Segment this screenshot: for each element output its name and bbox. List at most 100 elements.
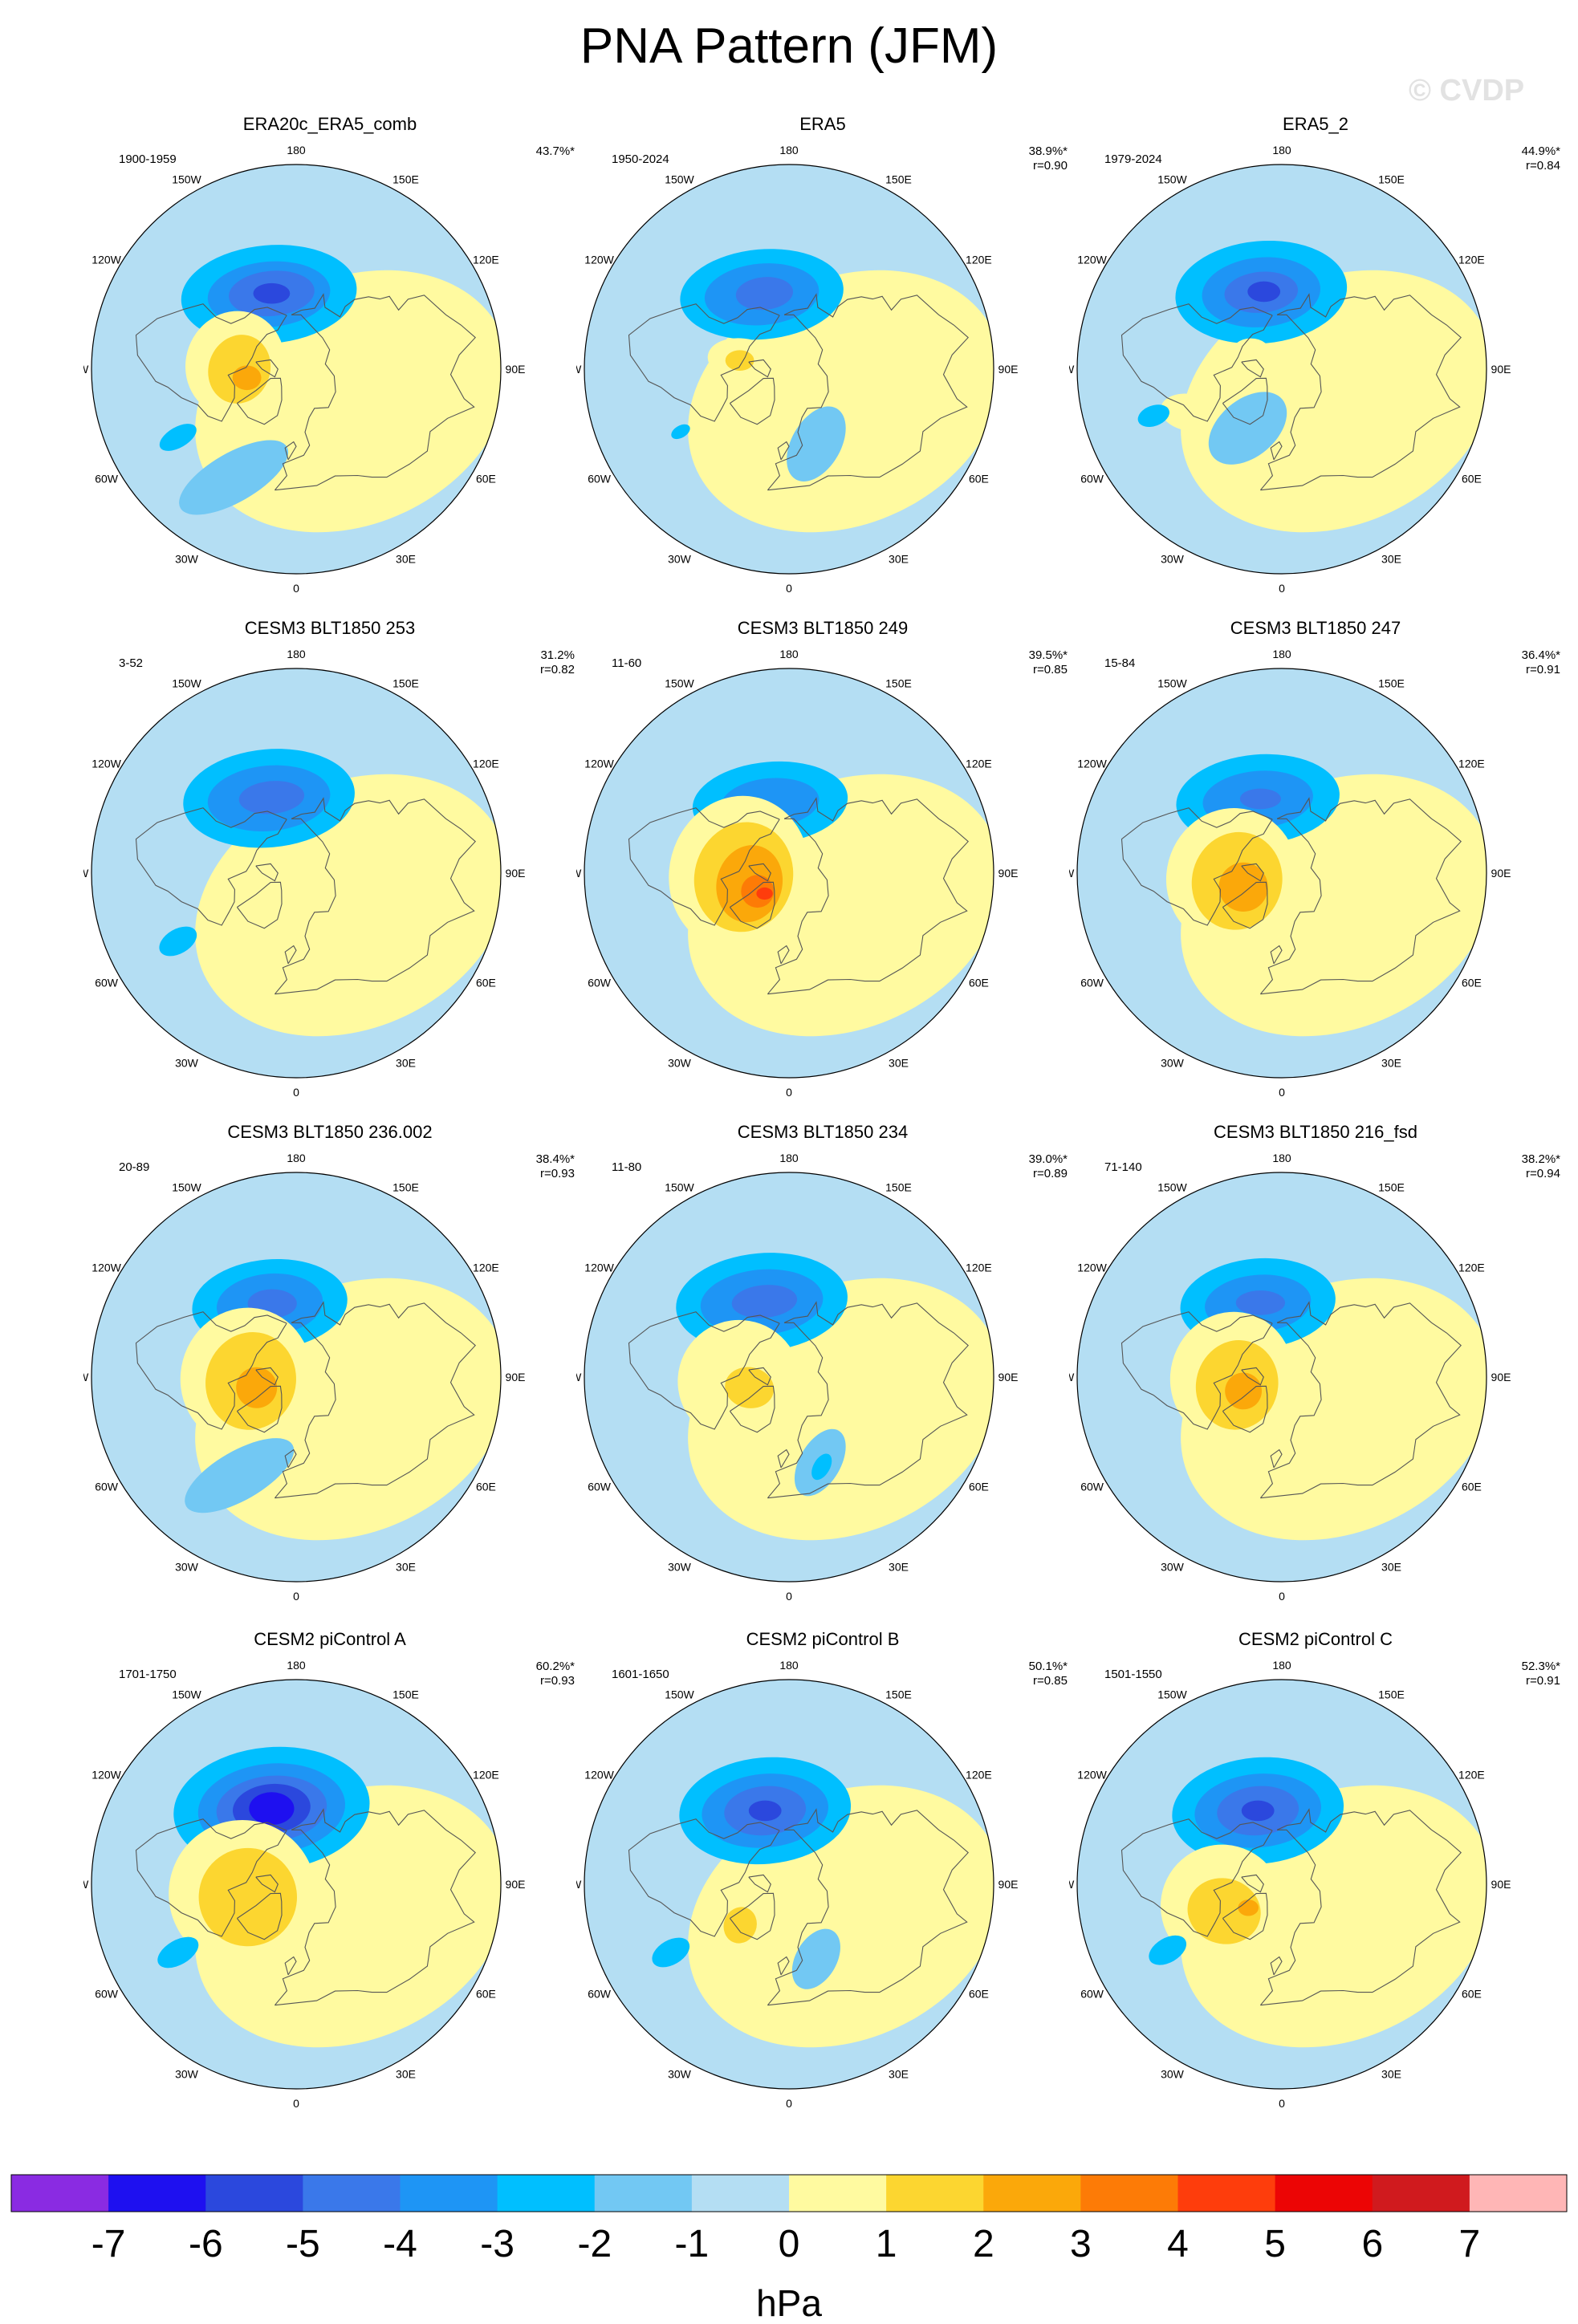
longitude-label: 90E: [1491, 363, 1511, 376]
coastline: [1270, 1956, 1283, 1976]
longitude-label: 60W: [95, 1988, 119, 2001]
map-panel: 180 150E 120E 90E 60E 30E 0 30W 60W 90W 120W 150W ER…: [1069, 114, 1562, 595]
negative-anomaly-contour: [249, 1792, 295, 1826]
positive-anomaly-contour: [232, 365, 262, 391]
coastline: [284, 1956, 297, 1976]
longitude-label: 180: [287, 1659, 306, 1672]
panel-years: 71-140: [1104, 1160, 1142, 1174]
longitude-label: 60E: [969, 977, 989, 989]
longitude-label: 150E: [885, 173, 912, 186]
longitude-label: 120E: [473, 1262, 499, 1274]
longitude-label: 90E: [998, 1878, 1019, 1891]
negative-anomaly-contour: [735, 277, 794, 311]
longitude-label: 120W: [1077, 1769, 1107, 1782]
longitude-label: 150W: [665, 677, 694, 690]
panel-title: CESM2 piControl B: [746, 1629, 900, 1649]
longitude-label: 60W: [1080, 1481, 1104, 1493]
polar-map: 180 150E 120E 90E 60E 30E 0 30W 60W 90W 120W 150W: [83, 144, 525, 595]
coastline: [1241, 1367, 1264, 1386]
coastline: [748, 359, 771, 378]
longitude-label: 60E: [969, 1481, 989, 1493]
polar-map: 180 150E 120E 90E 60E 30E 0 30W 60W 90W 120W 150W: [576, 648, 1018, 1099]
longitude-label: 30E: [396, 2067, 416, 2080]
longitude-label: 0: [293, 2097, 299, 2110]
positive-anomaly-contour: [1187, 1878, 1261, 1944]
longitude-label: 60E: [476, 1988, 496, 2001]
positive-anomaly-contour: [227, 859, 285, 901]
longitude-label: 30W: [1161, 2067, 1185, 2080]
coastline: [236, 881, 283, 929]
colorbar-swatch: [108, 2175, 206, 2212]
longitude-label: 180: [1272, 144, 1291, 156]
coastline: [1222, 881, 1268, 929]
longitude-label: 150W: [665, 1688, 694, 1701]
colorbar-tick-label: -4: [383, 2223, 417, 2265]
colorbar-swatch: [1372, 2175, 1470, 2212]
colorbar-tick-label: 0: [779, 2223, 800, 2265]
negative-anomaly-contour: [159, 424, 197, 451]
coastline: [1222, 1892, 1268, 1940]
longitude-label: 30E: [889, 1560, 909, 1573]
positive-anomaly-contour: [756, 887, 773, 900]
coastline: [275, 293, 476, 491]
coastline: [729, 377, 775, 425]
longitude-label: 90W: [1069, 867, 1075, 880]
polar-map: 180 150E 120E 90E 60E 30E 0 30W 60W 90W 120W 150W: [1069, 1659, 1511, 2110]
polar-map: 180 150E 120E 90E 60E 30E 0 30W 60W 90W 120W 150W: [1069, 144, 1511, 595]
longitude-label: 90E: [506, 1371, 526, 1383]
coastline: [1259, 314, 1322, 491]
colorbar-tick-label: 7: [1459, 2223, 1481, 2265]
coastline: [1270, 945, 1283, 965]
panel-years: 1501-1550: [1104, 1668, 1162, 1681]
longitude-label: 60W: [1080, 473, 1104, 486]
negative-anomaly-contour: [159, 926, 197, 957]
longitude-label: 90W: [576, 1878, 582, 1891]
longitude-label: 30W: [175, 1056, 199, 1069]
negative-anomaly-contour: [1239, 788, 1281, 810]
coastline: [255, 1874, 279, 1893]
panel-years: 11-60: [612, 656, 642, 670]
positive-anomaly-contour: [725, 350, 754, 372]
coastline: [275, 1301, 476, 1499]
longitude-label: 30W: [175, 2067, 199, 2080]
longitude-label: 150E: [1378, 677, 1405, 690]
longitude-label: 150E: [1378, 1688, 1405, 1701]
longitude-label: 30E: [889, 552, 909, 565]
colorbar-tick-label: 5: [1264, 2223, 1286, 2265]
longitude-label: 30W: [668, 552, 692, 565]
longitude-label: 150E: [885, 1181, 912, 1194]
longitude-label: 60W: [588, 977, 612, 989]
coastline: [1120, 303, 1273, 422]
longitude-label: 120E: [966, 1769, 992, 1782]
panel-stats: 38.4%* r=0.93: [535, 1152, 575, 1180]
coastline: [284, 1448, 297, 1469]
longitude-label: 150W: [665, 1181, 694, 1194]
panel-stats: 38.2%* r=0.94: [1521, 1152, 1560, 1180]
coastline: [1259, 818, 1322, 995]
coastline: [236, 1892, 283, 1940]
map-panel: 180 150E 120E 90E 60E 30E 0 30W 60W 90W 120W 150W CE…: [576, 618, 1069, 1099]
negative-anomaly-contour: [787, 406, 846, 481]
coastline: [767, 1322, 829, 1499]
map-boundary: [1076, 1172, 1487, 1583]
longitude-label: 90E: [1491, 1878, 1511, 1891]
longitude-label: 150W: [1157, 173, 1187, 186]
colorbar-swatch: [11, 2175, 109, 2212]
coastline: [748, 863, 771, 882]
longitude-label: 60E: [1462, 1481, 1482, 1493]
colorbar-swatch: [1080, 2175, 1179, 2212]
longitude-label: 150E: [885, 677, 912, 690]
map-panel: 180 150E 120E 90E 60E 30E 0 30W 60W 90W 120W 150W CE…: [1069, 1629, 1562, 2111]
longitude-label: 120W: [1077, 758, 1107, 770]
colorbar-swatch: [983, 2175, 1081, 2212]
longitude-label: 120E: [966, 758, 992, 770]
longitude-label: 150E: [1378, 173, 1405, 186]
longitude-label: 60W: [95, 977, 119, 989]
coastline: [274, 1829, 336, 2006]
panel-title: CESM3 BLT1850 247: [1230, 618, 1401, 638]
longitude-label: 30W: [1161, 552, 1185, 565]
longitude-label: 90E: [506, 867, 526, 880]
longitude-label: 180: [287, 648, 306, 660]
longitude-label: 60E: [1462, 977, 1482, 989]
longitude-label: 150E: [392, 173, 419, 186]
